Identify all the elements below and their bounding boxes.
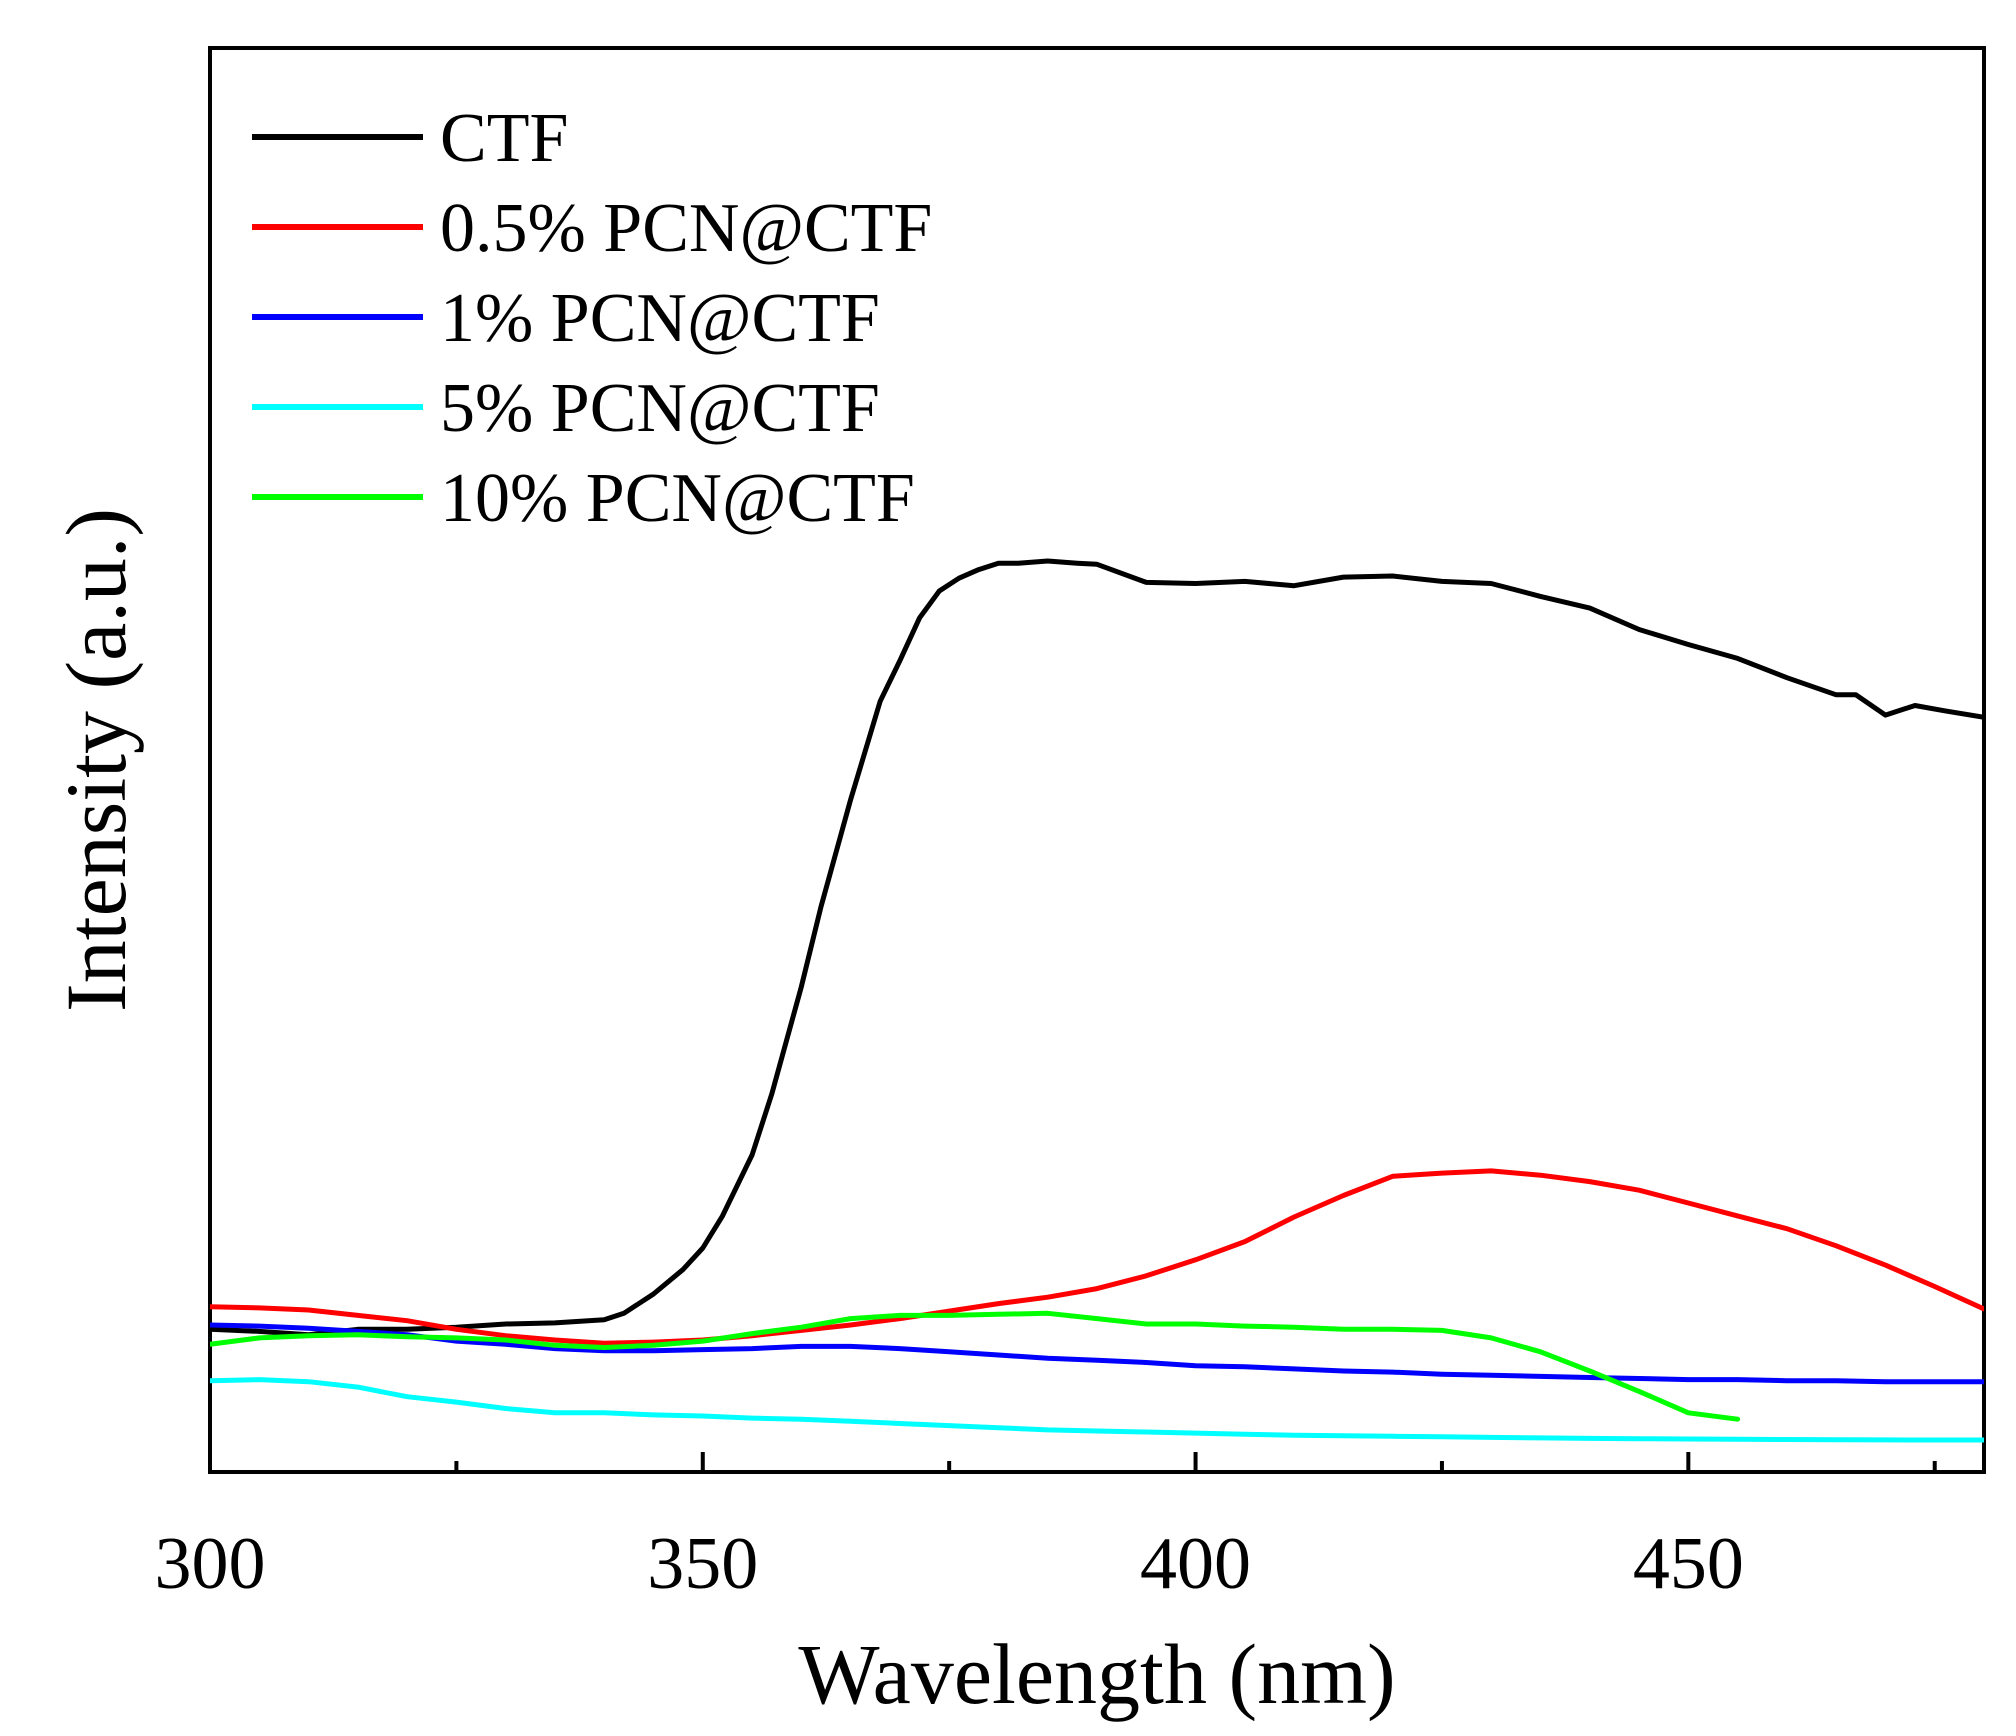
series-group: [210, 558, 1984, 1443]
legend-label-5: 10% PCN@CTF: [440, 460, 915, 537]
legend-label-1: CTF: [440, 100, 568, 177]
series-line-1: [210, 558, 1984, 1338]
x-axis-title: Wavelength (nm): [798, 1626, 1395, 1722]
x-tick-label: 450: [1633, 1523, 1744, 1605]
series-line-5: [210, 1310, 1741, 1422]
x-axis: 300 350 400 450: [155, 1452, 1937, 1605]
series-line-4: [210, 1377, 1984, 1443]
legend-label-3: 1% PCN@CTF: [440, 280, 880, 357]
x-tick-label: 400: [1140, 1523, 1251, 1605]
legend: CTF 0.5% PCN@CTF 1% PCN@CTF 5% PCN@CTF 10% P…: [252, 100, 932, 537]
series-line-3: [210, 1322, 1984, 1385]
x-tick-label: 350: [647, 1523, 758, 1605]
x-tick-label: 300: [155, 1523, 266, 1605]
y-axis-title: Intensity (a.u.): [48, 508, 144, 1012]
legend-label-4: 5% PCN@CTF: [440, 370, 880, 447]
plot-frame: [208, 46, 1986, 1474]
series-line-2: [210, 1168, 1984, 1346]
legend-label-2: 0.5% PCN@CTF: [440, 190, 932, 267]
